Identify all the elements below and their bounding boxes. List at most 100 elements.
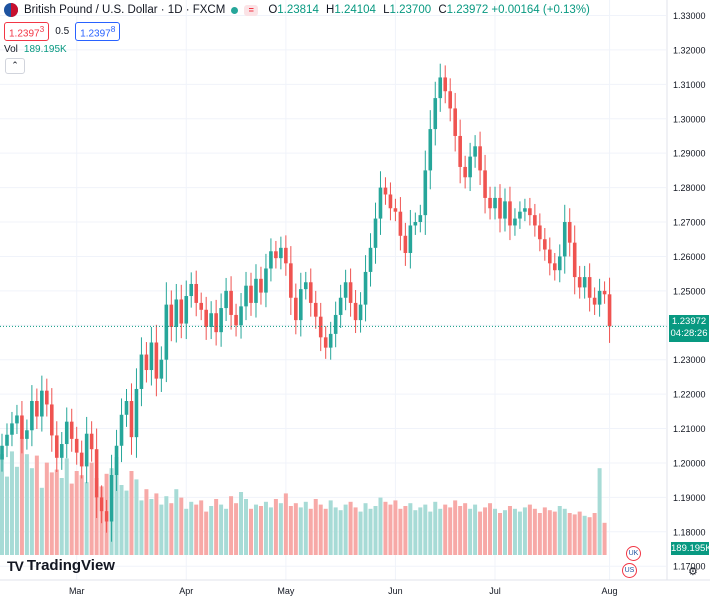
collapse-legend-button[interactable]: ⌃ [5,58,25,74]
candle-body [458,135,462,167]
volume-bar [278,503,283,555]
volume-bar [478,511,483,555]
volume-bar [49,472,54,555]
sell-price-button[interactable]: 1.23973 [4,22,50,42]
candle-body [552,263,557,271]
price-tick-label: 1.25000 [673,286,706,296]
volume-bar [263,501,268,555]
volume-bar [423,504,428,555]
ohlc-readout: O1.23814 H1.24104 L1.23700 C1.23972 +0.0… [268,4,590,16]
candle-body [577,277,582,288]
candle-body [538,225,542,240]
volume-bar [463,503,468,555]
volume-bar [562,508,567,555]
candle-body [40,390,44,417]
settings-gear-icon[interactable]: ⚙ [688,566,698,578]
candle-body [383,187,388,195]
volume-bar [174,489,179,555]
close-value: 1.23972 [446,4,489,16]
volume-bar [134,479,139,555]
candle-body [353,302,358,321]
gbp-usd-flag-icon [4,3,18,17]
volume-bar [532,508,537,555]
candle-body [543,239,547,250]
volume-bar [179,497,184,555]
candle-body [229,290,233,315]
candle-body [438,77,443,99]
bid-price-sup: 3 [39,24,45,34]
volume-bar [368,508,373,555]
price-tick-label: 1.23000 [673,355,706,365]
candle-body [548,249,552,264]
volume-bar [443,504,448,555]
volume-bar [448,507,453,555]
volume-bar [418,507,423,555]
candle-body [313,302,318,317]
time-tick-label: Aug [602,586,618,596]
candle-body [478,146,482,171]
volume-bar [34,455,39,555]
candle-body [562,222,567,257]
candle-body [572,242,577,278]
volume-bar [363,503,368,555]
volume-bar [318,504,323,555]
candle-body [159,359,164,379]
price-tick-label: 1.33000 [673,11,706,21]
volume-bar [428,511,433,555]
candle-body [373,218,378,248]
candle-body [254,278,258,303]
volume-bar [249,508,253,555]
equals-icon: = [244,4,259,16]
candle-body [119,414,124,446]
volume-bar [383,501,388,555]
volume-bar [388,504,393,555]
volume-bar [542,507,547,555]
ask-price: 1.2397 [80,28,111,40]
volume-bar [343,504,348,555]
candle-body [513,218,517,226]
volume-bar [413,510,418,555]
candle-body [518,211,522,219]
candle-body [219,308,223,333]
candle-body [413,222,418,226]
candle-body [388,194,393,209]
candle-body [602,290,607,295]
volume-bar [468,508,473,555]
volume-bar [433,501,438,555]
candle-body [279,247,283,259]
tradingview-logo[interactable]: TV TradingView [7,557,115,574]
candle-body [358,304,363,321]
volume-bar [169,503,174,555]
candle-body [557,256,562,271]
price-tick-label: 1.29000 [673,149,706,159]
volume-bar [253,504,258,555]
volume-bar [473,504,478,555]
volume-bar [582,515,587,555]
volume-bar [129,471,134,555]
us-event-flag-icon[interactable]: US [622,563,637,578]
candle-body [468,156,472,178]
volume-bar [139,500,144,555]
volume-bar [144,489,149,555]
volume-bar [353,507,358,555]
candle-body [114,445,119,476]
symbol-title[interactable]: British Pound / U.S. Dollar · 1D · FXCM [24,4,226,16]
candle-body [303,282,308,290]
volume-bar [567,513,572,555]
volume-bar [149,499,154,555]
candle-body [89,433,94,450]
volume-bar [54,469,59,555]
candle-body [94,449,99,498]
uk-event-flag-icon[interactable]: UK [626,546,641,561]
candle-body [30,401,34,431]
price-tick-label: 1.32000 [673,45,706,55]
candle-body [5,434,9,446]
volume-bar [64,458,69,555]
buy-price-button[interactable]: 1.23978 [75,22,121,42]
candle-body [348,282,353,303]
price-tick-label: 1.26000 [673,252,706,262]
candle-body [54,435,59,458]
candle-body [433,98,438,130]
candle-body [144,354,149,371]
